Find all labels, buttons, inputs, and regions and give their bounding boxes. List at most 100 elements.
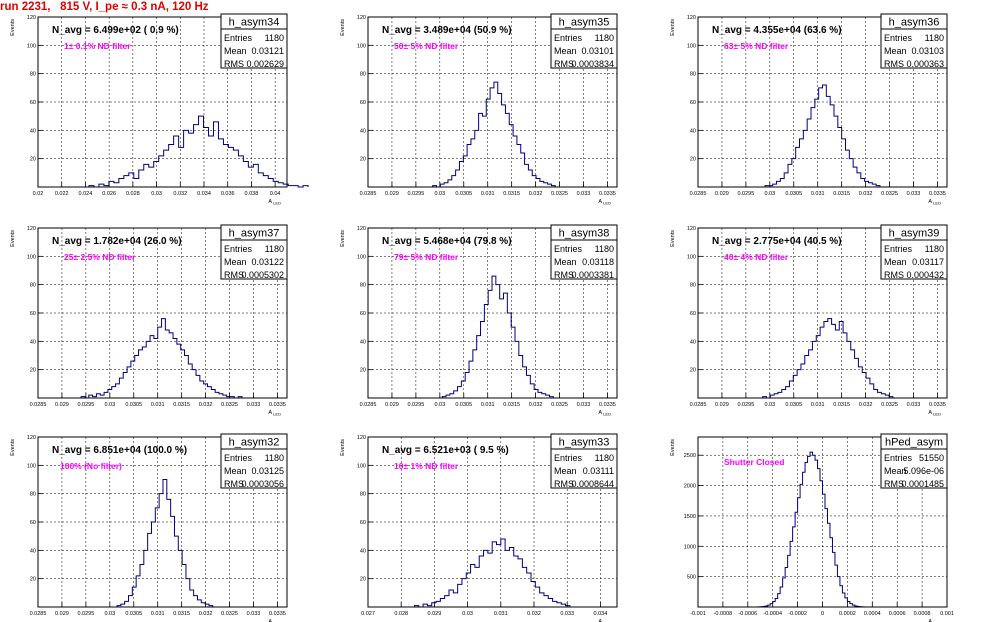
y-tick-label: 1500 (684, 514, 696, 520)
stats-value: 0.03122 (251, 257, 284, 267)
y-tick-label: 40 (360, 339, 366, 345)
y-tick-label: 20 (30, 157, 36, 163)
stats-box (880, 224, 948, 280)
y-tick-label: 120 (357, 435, 366, 441)
histogram-line (764, 84, 881, 187)
x-tick-label: 0.0008 (914, 611, 931, 617)
stats-value: 1180 (595, 33, 614, 43)
stats-value: 0.0003381 (571, 270, 614, 280)
y-tick-label: 120 (357, 226, 366, 232)
x-tick-label: 0.027 (361, 611, 375, 617)
stats-box (550, 224, 618, 280)
stats-label: Mean (884, 466, 907, 476)
x-tick-label: 0.0305 (455, 191, 472, 197)
stats-label: RMS (554, 270, 574, 280)
x-tick-label: 0.0295 (407, 402, 424, 408)
run-title: run 2231, 815 V, I_pe ≈ 0.3 nA, 120 Hz (0, 1, 209, 13)
y-tick-label: 80 (30, 72, 36, 78)
stats-label: Mean (554, 257, 577, 267)
x-tick-label: 0.0315 (503, 402, 520, 408)
stats-title: h_asym33 (559, 437, 610, 449)
y-axis-label: Events (340, 19, 346, 36)
x-tick-label: 0.0285 (30, 402, 47, 408)
stats-value: 0.03103 (911, 46, 944, 56)
stats-label: Mean (224, 257, 247, 267)
x-tick-label: 0.031 (811, 191, 825, 197)
y-tick-label: 80 (690, 72, 696, 78)
x-tick-label: 0.034 (197, 191, 211, 197)
stats-title: hPed_asym (885, 437, 943, 449)
y-tick-label: 60 (30, 100, 36, 106)
y-tick-label: 60 (30, 311, 36, 317)
x-tick-label: 0.029 (715, 402, 729, 408)
y-axis-label: Events (670, 19, 676, 36)
x-tick-label: 0 (821, 611, 824, 617)
x-tick-label: 0.0325 (551, 191, 568, 197)
y-tick-label: 40 (360, 128, 366, 134)
y-tick-label: 60 (690, 311, 696, 317)
stats-value: 0.0005302 (241, 270, 284, 280)
histogram-line (413, 538, 571, 608)
x-tick-label: 0.029 (385, 191, 399, 197)
stats-title: h_asym38 (559, 228, 610, 240)
x-tick-label: 0.036 (221, 191, 235, 197)
x-tick-label: 0.0315 (173, 611, 190, 617)
x-tick-label: 0.0335 (929, 191, 946, 197)
y-tick-label: 100 (27, 463, 36, 469)
stats-value: 0.000363 (906, 59, 944, 69)
stats-label: Mean (554, 466, 577, 476)
y-tick-label: 2000 (684, 484, 696, 490)
x-tick-label: -0.0002 (788, 611, 807, 617)
stats-label: Mean (224, 466, 247, 476)
histogram-line (116, 479, 214, 607)
stats-value: 1180 (265, 244, 284, 254)
y-tick-label: 20 (30, 577, 36, 583)
x-tick-label: 0.0285 (690, 191, 707, 197)
y-tick-label: 40 (690, 128, 696, 134)
histogram-line (762, 318, 894, 399)
histogram-panel-h_asym39: 0.0285 0.029 0.0295 0.03 0.0305 0.031 0.0315 0.… (670, 224, 948, 417)
stats-label: Mean (224, 46, 247, 56)
y-tick-label: 20 (690, 157, 696, 163)
filter-label: 79± 5% ND filter (394, 252, 459, 262)
y-tick-label: 120 (357, 15, 366, 21)
x-tick-label: 0.03 (434, 191, 445, 197)
x-axis-label: A LED (598, 619, 611, 622)
x-axis-label: A LED (598, 199, 611, 206)
histogram-line (88, 115, 309, 188)
stats-value: 0.002629 (246, 59, 284, 69)
x-tick-label: 0.029 (385, 402, 399, 408)
stats-title: h_asym35 (559, 17, 610, 29)
stats-value: 5.096e-06 (903, 466, 944, 476)
x-tick-label: 0.038 (245, 191, 259, 197)
x-tick-label: 0.031 (481, 191, 495, 197)
x-tick-label: 0.032 (529, 402, 543, 408)
x-tick-label: 0.0305 (125, 402, 142, 408)
x-tick-label: 0.034 (594, 611, 608, 617)
histogram-panel-h_asym35: 0.0285 0.029 0.0295 0.03 0.0305 0.031 0.0315 0.… (340, 13, 618, 206)
x-axis-label: A LED (928, 199, 941, 206)
x-tick-label: 0.033 (577, 191, 591, 197)
y-tick-label: 1000 (684, 544, 696, 550)
x-tick-label: 0.031 (811, 402, 825, 408)
y-tick-label: 60 (30, 520, 36, 526)
x-tick-label: 0.0315 (503, 191, 520, 197)
x-tick-label: 0.032 (199, 611, 213, 617)
histogram-panel-hPed_asym: -0.001 -0.0008 -0.0006 -0.0004 -0.0002 0 0.000… (670, 433, 954, 622)
x-tick-label: 0.0325 (221, 402, 238, 408)
y-tick-label: 120 (687, 15, 696, 21)
navg-label: N_avg = 6.521e+03 ( 9.5 %) (382, 445, 509, 456)
x-tick-label: 0.033 (247, 402, 261, 408)
x-tick-label: 0.03 (764, 191, 775, 197)
x-tick-label: 0.0305 (785, 402, 802, 408)
x-tick-label: 0.033 (560, 611, 574, 617)
histogram-panel-h_asym32: 0.0285 0.029 0.0295 0.03 0.0305 0.031 0.0315 0.… (10, 433, 288, 622)
navg-label: N_avg = 2.775e+04 (40.5 %) (712, 236, 842, 247)
x-tick-label: 0.028 (394, 611, 408, 617)
x-tick-label: 0.029 (55, 402, 69, 408)
x-tick-label: 0.032 (529, 191, 543, 197)
y-axis-label: Events (340, 439, 346, 456)
stats-box (220, 224, 288, 280)
x-tick-label: 0.0305 (785, 191, 802, 197)
